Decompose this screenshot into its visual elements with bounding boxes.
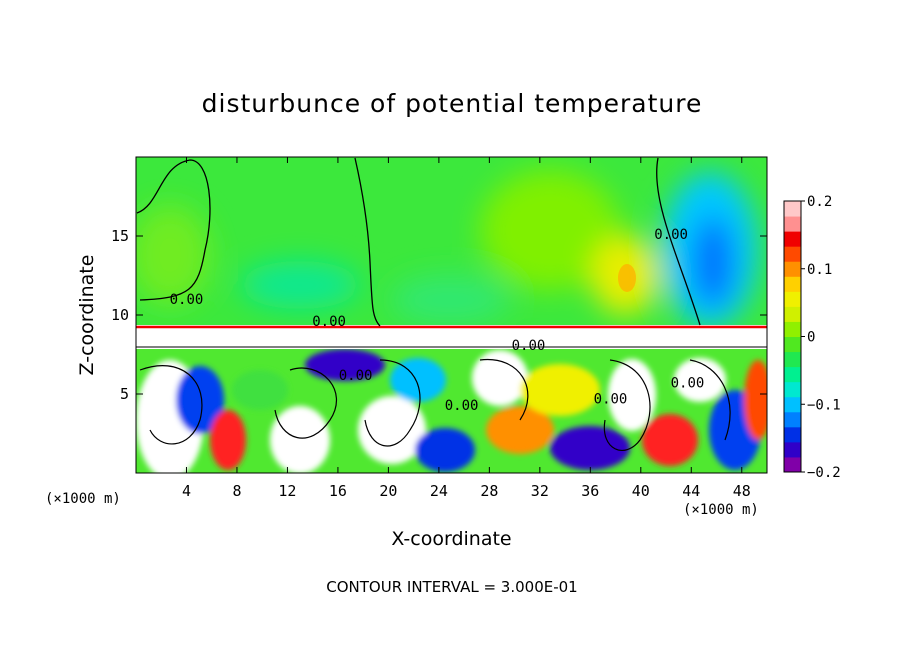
x-tick-label-2: 12	[278, 482, 296, 500]
y-tick-label-0: 5	[120, 385, 129, 403]
contour-label-0: 0.00	[170, 292, 204, 308]
colorbar-segment-6	[784, 366, 801, 383]
colorbar-segment-16	[784, 216, 801, 232]
colorbar-segment-13	[784, 261, 801, 277]
x-axis: 4 8 12 16 20 24 28 32 36 40 44 48	[182, 157, 751, 500]
colorbar-tick-label-1: 0.1	[807, 262, 832, 278]
colorbar-segment-10	[784, 306, 801, 322]
y-axis: 5 10 15	[111, 227, 767, 403]
x-tick-label-7: 32	[531, 482, 549, 500]
contour-label-7: 0.00	[671, 376, 705, 392]
colorbar-tick-label-4: −0.2	[807, 465, 841, 481]
y-tick-label-2: 15	[111, 227, 129, 245]
temperature-field	[136, 157, 767, 473]
colorbar-segment-5	[784, 381, 801, 398]
contour-label-4: 0.00	[512, 338, 546, 354]
y-axis-label: Z-coordinate	[76, 254, 98, 376]
x-unit-label: (×1000 m)	[683, 502, 759, 518]
colorbar-segment-1	[784, 441, 801, 458]
x-tick-label-9: 40	[632, 482, 650, 500]
contour-labels: 0.00 0.00 0.00 0.00 0.00 0.00 0.00 0.00	[170, 227, 705, 414]
inversion-band	[136, 325, 767, 350]
contour-label-1: 0.00	[312, 314, 346, 330]
colorbar-segment-14	[784, 246, 801, 262]
lower-field	[136, 349, 767, 473]
colorbar-segment-9	[784, 321, 801, 337]
colorbar-segment-7	[784, 351, 801, 368]
colorbar-tick-label-0: 0.2	[807, 194, 832, 210]
colorbar-tick-label-3: −0.1	[807, 397, 841, 413]
x-tick-label-10: 44	[682, 482, 700, 500]
x-tick-label-3: 16	[329, 482, 347, 500]
colorbar-segment-2	[784, 426, 801, 443]
colorbar-tick-label-2: 0	[807, 330, 815, 346]
colorbar-segment-4	[784, 396, 801, 413]
contour-interval-note: CONTOUR INTERVAL = 3.000E-01	[326, 578, 578, 596]
chart-title: disturbunce of potential temperature	[201, 89, 703, 118]
x-axis-label: X-coordinate	[391, 528, 512, 550]
y-unit-label: (×1000 m)	[45, 491, 121, 507]
colorbar-segment-15	[784, 231, 801, 247]
x-tick-label-5: 24	[430, 482, 448, 500]
x-tick-label-8: 36	[581, 482, 599, 500]
colorbar-segment-17	[784, 201, 801, 217]
colorbar-segment-11	[784, 291, 801, 307]
x-tick-label-4: 20	[379, 482, 397, 500]
contour-label-6: 0.00	[654, 227, 688, 243]
upper-field	[136, 157, 767, 325]
colorbar: 0.2 0.1 0 −0.1 −0.2	[783, 194, 841, 481]
x-tick-label-0: 4	[182, 482, 191, 500]
x-tick-label-1: 8	[232, 482, 241, 500]
colorbar-segment-12	[784, 276, 801, 292]
colorbar-segment-8	[784, 336, 801, 353]
x-tick-label-11: 48	[733, 482, 751, 500]
x-tick-label-6: 28	[480, 482, 498, 500]
colorbar-segment-0	[784, 456, 801, 473]
y-tick-label-1: 10	[111, 306, 129, 324]
contour-label-5: 0.00	[594, 391, 628, 407]
colorbar-segment-3	[784, 411, 801, 428]
contour-label-2: 0.00	[339, 368, 373, 384]
contour-label-3: 0.00	[445, 398, 479, 414]
